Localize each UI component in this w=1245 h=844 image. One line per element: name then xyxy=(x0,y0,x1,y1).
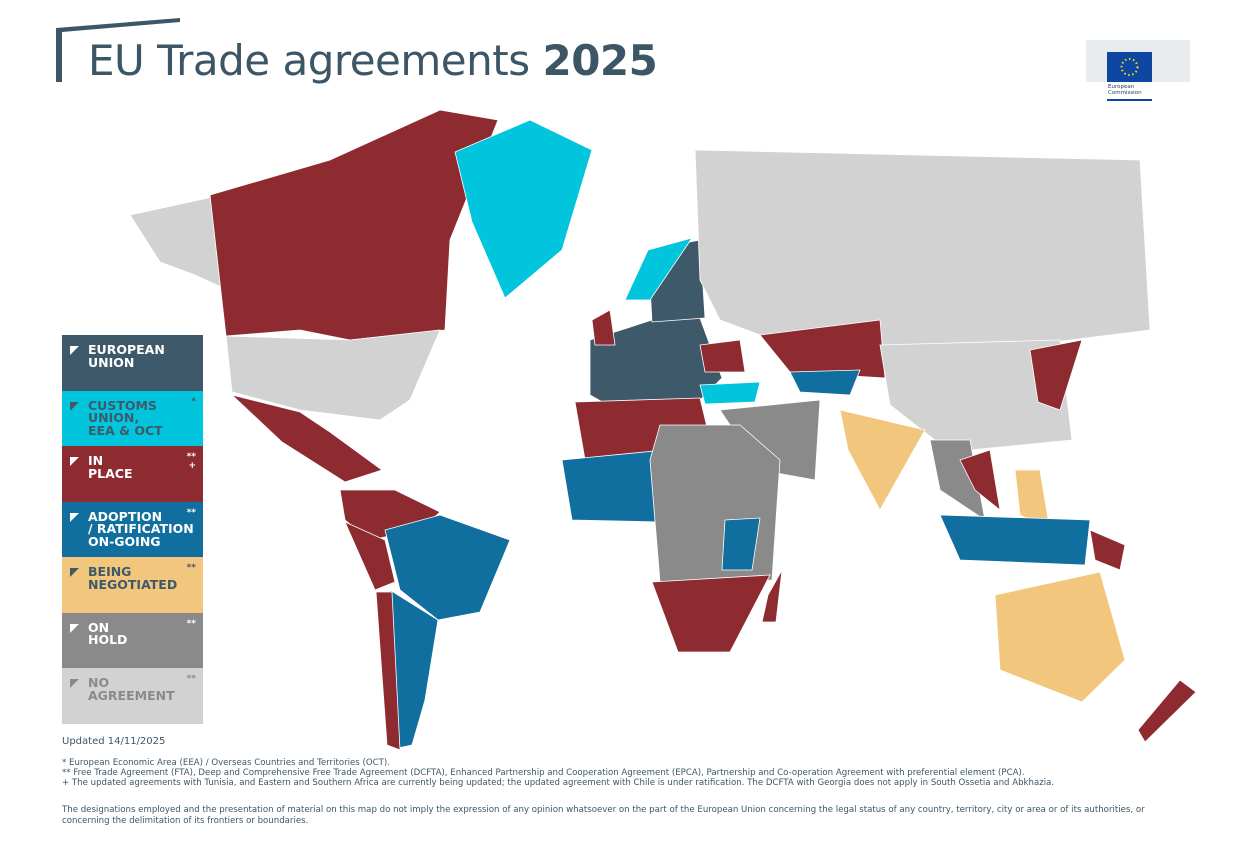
logo xyxy=(1086,40,1190,101)
title: EU Trade agreements 2025 xyxy=(88,36,658,85)
legend-label: PLACE xyxy=(88,465,133,481)
legend-marker: * xyxy=(191,396,196,407)
legend-label: NEGOTIATED xyxy=(88,576,178,592)
footnote: ** Free Trade Agreement (FTA), Deep and … xyxy=(62,768,1025,778)
legend-label: AGREEMENT xyxy=(88,687,175,703)
legend-label: ON-GOING xyxy=(88,533,161,549)
legend-item: ON HOLD ** xyxy=(62,612,203,668)
legend-icon xyxy=(70,623,79,633)
legend-label: UNION, xyxy=(88,410,140,425)
legend-marker: ** xyxy=(186,507,196,518)
legend-marker: ** xyxy=(187,675,196,684)
footnote: + The updated agreements with Tunisia, a… xyxy=(62,778,1055,788)
legend-marker: ** xyxy=(186,618,196,629)
footnote: * European Economic Area (EEA) / Oversea… xyxy=(62,758,390,768)
title-year: 2025 xyxy=(542,36,658,85)
legend-label: EEA & OCT xyxy=(88,422,163,438)
legend-marker-symbol: ** xyxy=(186,618,196,629)
legend-item: BEING NEGOTIATED ** xyxy=(62,557,203,613)
legend-marker-symbol: + xyxy=(188,461,196,471)
title-text: EU Trade agreements xyxy=(88,36,530,85)
legend-item: CUSTOMS UNION, EEA & OCT * xyxy=(62,390,203,446)
updated-date: Updated 14/11/2025 xyxy=(62,736,166,747)
legend-marker: ** + xyxy=(187,453,196,471)
legend-marker-symbol: * xyxy=(191,396,196,407)
legend-icon xyxy=(70,401,79,411)
legend-label: EUROPEAN xyxy=(88,342,165,357)
world-map xyxy=(129,109,1197,751)
logo-text: European Commission xyxy=(1108,84,1142,96)
legend-icon xyxy=(70,346,79,355)
legend-marker-symbol: ** xyxy=(186,674,196,684)
legend: EUROPEAN UNION CUSTOMS UNION, EEA & OCT * IN PL… xyxy=(62,335,203,724)
legend-label: IN xyxy=(88,453,104,468)
legend-icon xyxy=(70,457,79,466)
disclaimer: The designations employed and the presen… xyxy=(62,805,1145,826)
legend-label: HOLD xyxy=(88,632,128,647)
legend-marker-symbol: ** xyxy=(186,452,196,462)
legend-item: ADOPTION / RATIFICATION ON-GOING ** xyxy=(62,501,203,557)
footnotes: * European Economic Area (EEA) / Oversea… xyxy=(62,758,1222,788)
legend-label: ON xyxy=(88,619,110,635)
legend-label: UNION xyxy=(88,354,135,370)
legend-label: / RATIFICATION xyxy=(88,521,194,536)
legend-marker-symbol: ** xyxy=(186,563,196,573)
legend-label: ADOPTION xyxy=(88,508,163,524)
legend-item: NO AGREEMENT ** xyxy=(62,668,203,724)
legend-label: NO xyxy=(88,675,110,690)
legend-marker: ** xyxy=(187,564,196,573)
legend-icon xyxy=(70,512,79,522)
legend-item: IN PLACE ** + xyxy=(62,446,203,502)
legend-icon xyxy=(70,568,79,577)
legend-label: CUSTOMS xyxy=(88,397,157,413)
legend-item: EUROPEAN UNION xyxy=(62,335,203,391)
legend-icon xyxy=(70,679,79,688)
legend-label: BEING xyxy=(88,564,132,579)
legend-marker-symbol: ** xyxy=(186,507,196,518)
